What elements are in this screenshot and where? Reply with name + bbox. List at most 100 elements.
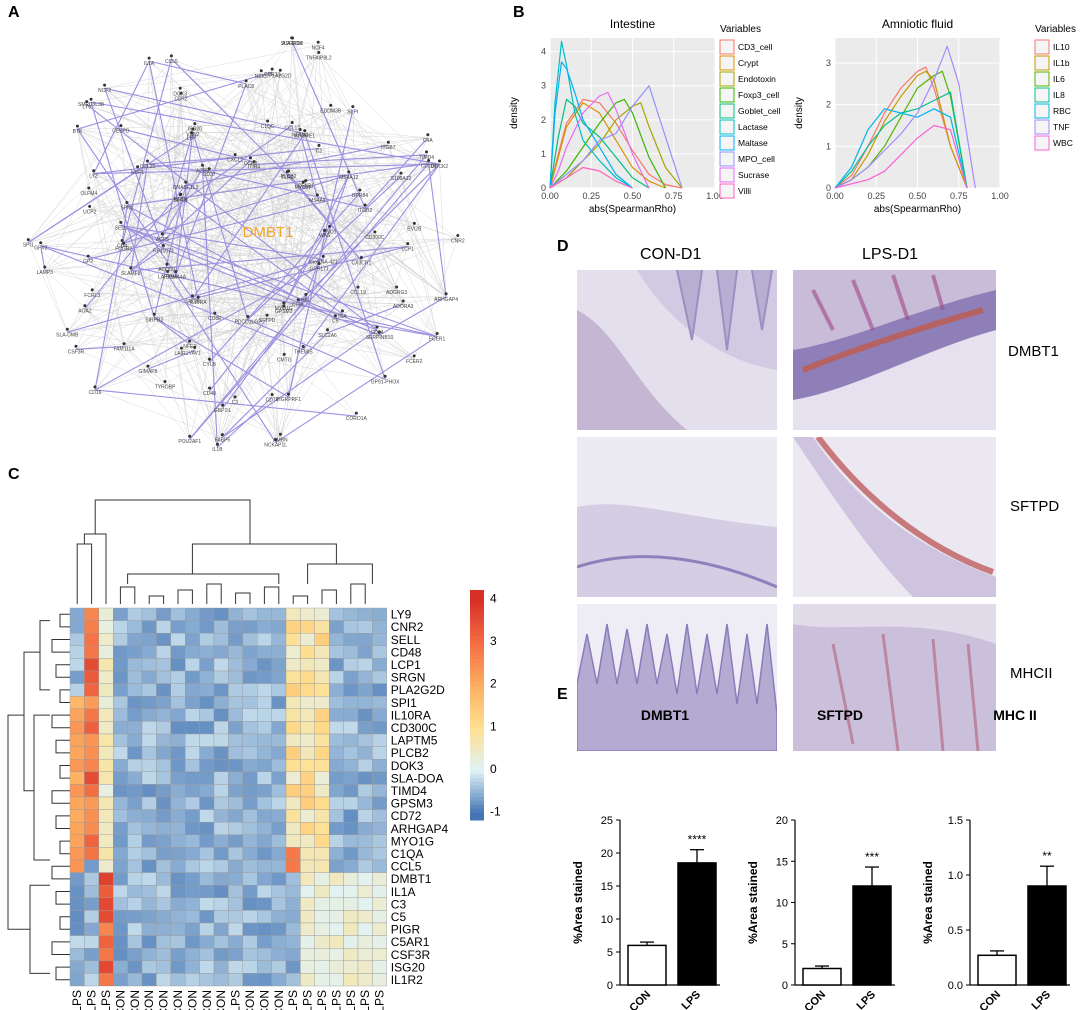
heatmap-cell xyxy=(271,973,287,987)
network-node xyxy=(401,299,405,303)
heatmap-cell xyxy=(372,683,387,697)
network-node-label: TYROBP xyxy=(155,385,176,391)
network-edge-highlight xyxy=(120,128,251,162)
network-edge xyxy=(77,123,268,130)
heatmap-cell xyxy=(285,683,301,697)
dendrogram-branch xyxy=(55,739,70,754)
heatmap-cell xyxy=(98,897,114,911)
heatmap-cell xyxy=(127,771,143,785)
dendrogram-branch xyxy=(55,891,70,905)
network-edge-highlight xyxy=(90,102,155,318)
density-series-line xyxy=(834,45,976,189)
heatmap-cell xyxy=(199,922,215,936)
heatmap-cell xyxy=(228,683,243,697)
heatmap-cell xyxy=(213,885,229,899)
heatmap-cell xyxy=(141,859,157,873)
heatmap-cell xyxy=(300,809,315,823)
heatmap-cell xyxy=(199,948,215,962)
heatmap-cell xyxy=(300,872,315,886)
y-axis-label: %Area stained xyxy=(571,861,585,944)
network-edge xyxy=(77,128,306,184)
heatmap-cell xyxy=(112,960,128,974)
network-edge-highlight xyxy=(288,173,362,261)
network-edge-highlight xyxy=(93,60,150,174)
y-tick-label: 5 xyxy=(782,939,788,951)
network-edge-highlight xyxy=(90,101,440,165)
heatmap-cell xyxy=(372,784,387,798)
network-edge xyxy=(217,73,262,448)
heatmap-cell xyxy=(242,746,258,760)
network-edge xyxy=(329,229,408,247)
network-edge xyxy=(388,145,438,337)
network-node-label: SERPINB10 xyxy=(366,335,394,341)
network-node xyxy=(333,314,337,318)
density-series-line xyxy=(549,102,683,189)
heatmap-cell xyxy=(69,834,85,848)
heatmap-cell xyxy=(184,632,200,646)
heatmap-cell xyxy=(285,872,301,886)
heatmap-cell xyxy=(98,759,114,773)
bar-chart-title: DMBT1 xyxy=(641,707,689,723)
network-edge xyxy=(88,190,248,320)
heatmap-cell xyxy=(112,822,128,836)
network-edge-highlight xyxy=(120,224,378,331)
heatmap-cell xyxy=(127,910,143,924)
network-node xyxy=(303,129,307,133)
network-node-label: PLA2G2D xyxy=(269,73,292,79)
network-node xyxy=(147,56,151,60)
heatmap-cell xyxy=(141,897,157,911)
network-node-label: SLA-DOA xyxy=(281,41,304,47)
network-node xyxy=(119,220,123,224)
heatmap-cell xyxy=(112,708,128,722)
heatmap-cell xyxy=(213,733,229,747)
heatmap-cell xyxy=(213,922,229,936)
network-edge xyxy=(275,332,328,443)
heatmap-cell xyxy=(314,897,330,911)
heatmap-cell xyxy=(84,960,100,974)
network-edge xyxy=(292,125,428,138)
heatmap-cell xyxy=(84,885,100,899)
network-node-label: FCER2 xyxy=(406,359,423,365)
heatmap-cell xyxy=(300,910,315,924)
heatmap-row-label: ARHGAP4 xyxy=(391,822,449,836)
heatmap-cell xyxy=(372,834,387,848)
heatmap-cell xyxy=(314,960,330,974)
heatmap-cell xyxy=(184,847,200,861)
dendrogram-branch xyxy=(148,595,165,604)
network-node-label: C2 xyxy=(316,148,323,154)
network-node-label: C4A xyxy=(423,138,433,144)
network-edge xyxy=(250,160,255,165)
heatmap-cell xyxy=(127,859,143,873)
heatmap-cell xyxy=(69,607,85,621)
heatmap-cell xyxy=(314,771,330,785)
network-edge xyxy=(250,160,336,319)
heatmap-cell xyxy=(300,822,315,836)
network-node-label: CCL5 xyxy=(165,59,178,65)
network-node-label: CD72 xyxy=(175,96,188,102)
heatmap-cell xyxy=(69,935,85,949)
heatmap-row-label: PLA2G2D xyxy=(391,683,445,697)
network-node xyxy=(359,256,363,260)
heatmap-cell xyxy=(300,859,315,873)
heatmap-col-label: LPS xyxy=(301,990,315,1010)
heatmap-cell xyxy=(184,935,200,949)
tissue-texture xyxy=(577,604,777,751)
network-node xyxy=(244,79,248,83)
network-edge xyxy=(280,73,429,164)
legend-label: TNF xyxy=(1053,122,1070,132)
network-node-label: CCL17 xyxy=(284,125,300,131)
legend-key xyxy=(719,103,735,119)
heatmap-cell xyxy=(170,771,186,785)
network-node-label: PDCD1LG2 xyxy=(235,320,262,326)
heatmap-cell xyxy=(69,721,85,735)
network-edge xyxy=(94,297,306,391)
heatmap-cell xyxy=(257,683,272,697)
heatmap-cell xyxy=(127,658,143,672)
network-edge xyxy=(84,308,166,385)
heatmap-cell xyxy=(170,670,186,684)
heatmap-cell xyxy=(69,759,85,773)
heatmap-cell xyxy=(314,973,330,987)
heatmap-cell xyxy=(242,796,258,810)
network-node-label: CD74 xyxy=(266,397,279,403)
network-edge xyxy=(253,164,447,297)
